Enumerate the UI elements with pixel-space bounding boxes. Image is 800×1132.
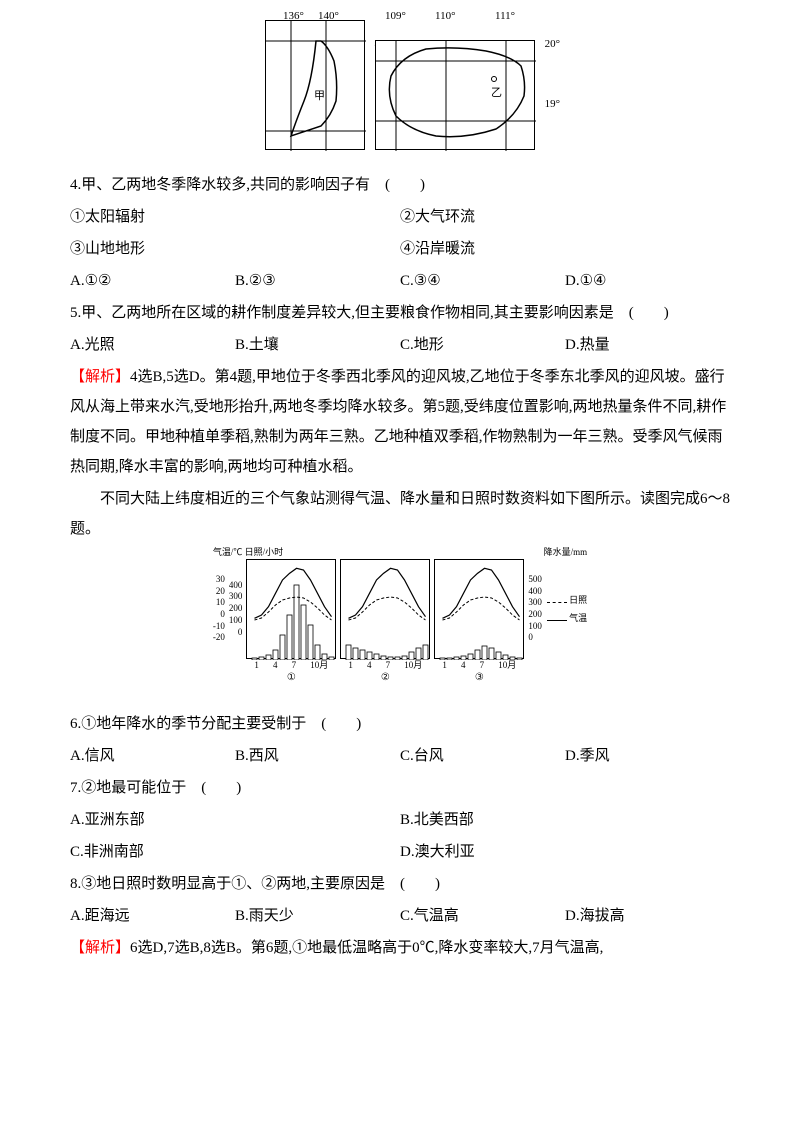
map2-lat-top: 20° [545, 33, 560, 55]
explain68-prefix: 【解析】 [70, 940, 130, 956]
q6-B: B.西风 [235, 741, 400, 771]
panel-num-3: ③ [475, 668, 484, 688]
explain45-body: 4选B,5选D。第4题,甲地位于冬季西北季风的迎风坡,乙地位于冬季东北季风的迎风… [70, 369, 726, 475]
q4-sub1: ①太阳辐射 [70, 202, 400, 232]
tick: -10 [213, 621, 225, 633]
yaxis-precip: 500 400 300 200 100 0 [526, 574, 542, 644]
tick: 0 [528, 632, 542, 644]
legend-temp: 气温 [569, 613, 587, 623]
q5-text: 5.甲、乙两地所在区域的耕作制度差异较大,但主要粮食作物相同,其主要影响因素是 … [70, 298, 730, 328]
chart-legend: 日照 气温 [542, 591, 587, 627]
map2-label: 乙 [491, 86, 502, 99]
xl: 4 [273, 656, 278, 674]
q4-B: B.②③ [235, 266, 400, 296]
q4-sub4: ④沿岸暖流 [400, 234, 730, 264]
q8-A: A.距海远 [70, 901, 235, 931]
q4-D: D.①④ [565, 266, 730, 296]
panel-num-1: ① [287, 668, 296, 688]
tick: 0 [229, 627, 243, 639]
q5-B: B.土壤 [235, 330, 400, 360]
tick: -20 [213, 632, 225, 644]
q6-D: D.季风 [565, 741, 730, 771]
tick: 400 [229, 580, 243, 592]
explain45-prefix: 【解析】 [70, 369, 130, 385]
xl: 10月 [310, 656, 328, 674]
q4-sub2: ②大气环流 [400, 202, 730, 232]
legend-sun: 日照 [569, 595, 587, 605]
explain68: 【解析】6选D,7选B,8选B。第6题,①地最低温略高于0℃,降水变率较大,7月… [70, 933, 730, 963]
map1-lon-right: 140° [318, 5, 339, 27]
tick: 300 [229, 591, 243, 603]
explain45: 【解析】4选B,5选D。第4题,甲地位于冬季西北季风的迎风坡,乙地位于冬季东北季… [70, 362, 730, 482]
map1-lon-left: 136° [283, 5, 304, 27]
panel-num-2: ② [381, 668, 390, 688]
q7-C: C.非洲南部 [70, 837, 400, 867]
map-1: 甲 [265, 20, 365, 150]
chart-right-title: 降水量/mm [544, 543, 588, 561]
tick: 200 [528, 609, 542, 621]
q4-C: C.③④ [400, 266, 565, 296]
map1-label: 甲 [314, 90, 325, 102]
q4-A: A.①② [70, 266, 235, 296]
q7-text: 7.②地最可能位于 ( ) [70, 773, 730, 803]
q7-B: B.北美西部 [400, 805, 730, 835]
map-2: 乙 [375, 40, 535, 150]
xl: 4 [461, 656, 466, 674]
q5-C: C.地形 [400, 330, 565, 360]
map-figures: 甲 136° 140° 40° 35° 乙 109° 110° 111° 20°… [70, 20, 730, 150]
q7-D: D.澳大利亚 [400, 837, 730, 867]
xl: 1 [348, 656, 353, 674]
tick: 20 [213, 586, 225, 598]
tick: 100 [528, 621, 542, 633]
q6-C: C.台风 [400, 741, 565, 771]
q8-text: 8.③地日照时数明显高于①、②两地,主要原因是 ( ) [70, 869, 730, 899]
q5-A: A.光照 [70, 330, 235, 360]
yaxis-temp: 30 20 10 0 -10 -20 [213, 574, 227, 644]
q8-D: D.海拔高 [565, 901, 730, 931]
tick: 500 [528, 574, 542, 586]
climate-charts: 气温/℃ 日照/小时 降水量/mm 30 20 10 0 -10 -20 400… [70, 559, 730, 659]
tick: 200 [229, 603, 243, 615]
xl: 1 [254, 656, 259, 674]
chart-panel-2: 1 4 7 10月 ② [340, 559, 430, 659]
map2-lon-1: 110° [435, 5, 456, 27]
xl: 4 [367, 656, 372, 674]
chart-panel-3: 1 4 7 10月 ③ [434, 559, 524, 659]
explain68-body: 6选D,7选B,8选B。第6题,①地最低温略高于0℃,降水变率较大,7月气温高, [130, 940, 603, 956]
q8-B: B.雨天少 [235, 901, 400, 931]
chart-panel-1: 1 4 7 10月 ① [246, 559, 336, 659]
q8-C: C.气温高 [400, 901, 565, 931]
xl: 10月 [498, 656, 516, 674]
q7-A: A.亚洲东部 [70, 805, 400, 835]
map2-lon-2: 111° [495, 5, 515, 27]
q4-text: 4.甲、乙两地冬季降水较多,共同的影响因子有 ( ) [70, 170, 730, 200]
tick: 300 [528, 597, 542, 609]
xl: 10月 [404, 656, 422, 674]
xl: 1 [442, 656, 447, 674]
q6-A: A.信风 [70, 741, 235, 771]
tick: 30 [213, 574, 225, 586]
q4-sub3: ③山地地形 [70, 234, 400, 264]
tick: 0 [213, 609, 225, 621]
map2-lat-bottom: 19° [545, 93, 560, 115]
tick: 10 [213, 597, 225, 609]
q6-text: 6.①地年降水的季节分配主要受制于 ( ) [70, 709, 730, 739]
yaxis-sun: 400 300 200 100 0 [227, 580, 245, 638]
q5-D: D.热量 [565, 330, 730, 360]
tick: 100 [229, 615, 243, 627]
map2-lon-0: 109° [385, 5, 406, 27]
intro68: 不同大陆上纬度相近的三个气象站测得气温、降水量和日照时数资料如下图所示。读图完成… [70, 484, 730, 544]
tick: 400 [528, 586, 542, 598]
